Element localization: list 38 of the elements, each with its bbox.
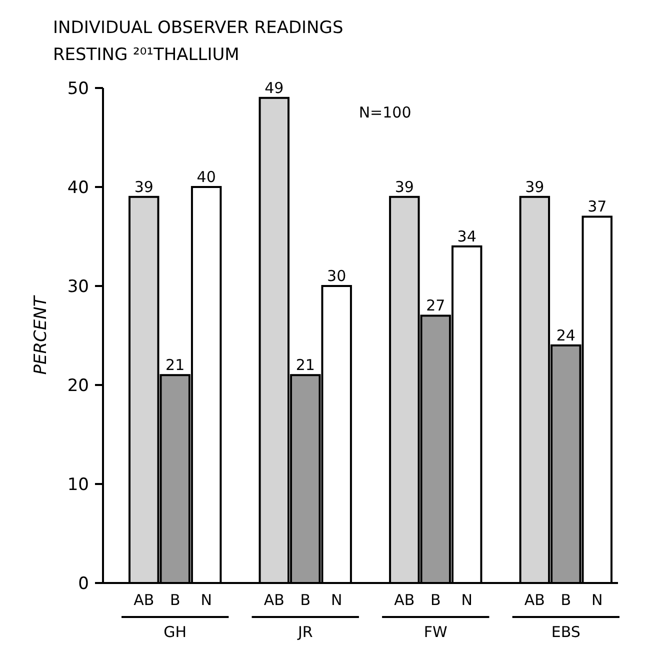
y-tick-label: 20 [67,376,89,396]
data-label: 27 [426,296,446,315]
text: B [300,591,311,609]
text: N [592,591,603,609]
series-label: N [200,591,212,609]
data-label: 21 [166,356,185,374]
data-label: 24 [556,326,576,344]
x-tick-label: FW [424,623,448,641]
text: B [430,591,441,609]
x-tick-label: GH [164,623,187,641]
data-label: 49 [264,78,284,97]
text: B [560,591,572,609]
data-label: 30 [327,267,346,285]
data-label: 37 [588,198,607,216]
chart-title: INDIVIDUAL OBSERVER READINGS [53,18,344,38]
text: AB [264,591,284,609]
y-tick-label: 50 [67,78,89,99]
y-tick-label: 40 [67,178,89,198]
x-tick-label: JR [296,623,313,641]
data-label: 34 [457,227,476,246]
y-tick-label: 10 [67,474,89,495]
data-label: 40 [196,168,216,186]
data-label: 39 [134,178,154,196]
text: N [461,591,472,609]
annotation: N=100 [358,104,412,122]
y-axis-title: PERCENT [31,294,51,375]
series-label: AB [134,591,154,609]
text: N [330,591,342,609]
x-tick-label: EBS [551,623,580,641]
data-label: 21 [296,356,315,374]
y-tick-label: 0 [78,574,89,594]
data-label: 39 [525,178,544,196]
data-label: 39 [394,178,414,196]
text: AB [524,591,545,609]
y-tick-label: 30 [67,276,89,297]
series-label: B [170,591,180,609]
text: AB [394,591,415,609]
chart-subtitle: RESTING ²⁰¹THALLIUM [53,45,240,65]
